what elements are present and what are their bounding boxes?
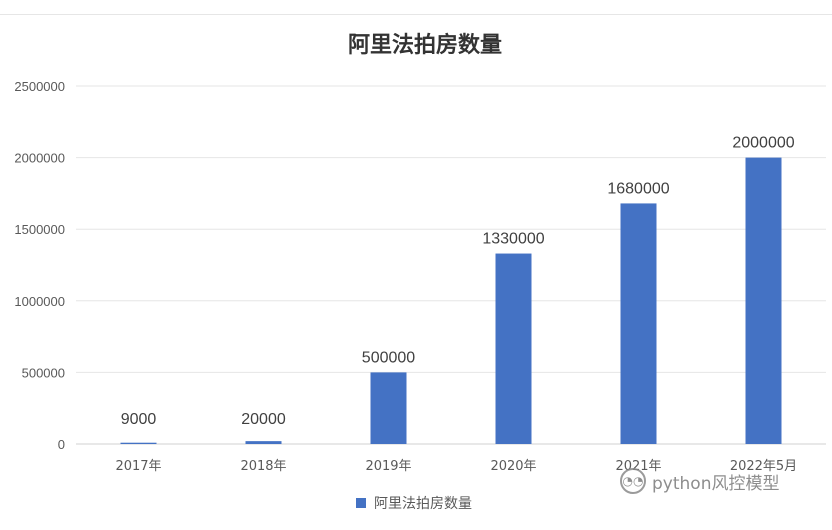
wechat-icon: ◔◔: [620, 468, 646, 494]
data-label: 1330000: [482, 231, 544, 248]
bar: [120, 442, 157, 444]
x-axis: 2017年 2018年 2019年 2020年 2021年 2022年5月: [115, 459, 797, 474]
watermark-text: python风控模型: [652, 473, 780, 494]
data-label: 9000: [121, 411, 157, 428]
y-tick-label: 1000000: [14, 294, 65, 309]
bar: [620, 203, 657, 444]
top-border: [0, 14, 832, 15]
y-tick-label: 1500000: [14, 222, 65, 237]
data-label: 1680000: [607, 180, 669, 197]
data-label: 500000: [362, 349, 415, 366]
x-tick-label: 2020年: [490, 459, 536, 474]
y-tick-label: 2000000: [14, 151, 65, 166]
x-tick-label: 2017年: [115, 459, 161, 474]
data-label: 2000000: [732, 135, 794, 152]
data-labels: 9000 20000 500000 1330000 1680000 2000000: [121, 135, 795, 428]
gridlines: [76, 85, 826, 445]
y-axis: 0 500000 1000000 1500000 2000000 2500000: [14, 79, 65, 452]
bar: [245, 441, 282, 444]
legend-label: 阿里法拍房数量: [374, 496, 472, 512]
x-tick-label: 2018年: [240, 459, 286, 474]
y-tick-label: 500000: [22, 365, 65, 380]
bar: [370, 372, 407, 444]
data-label: 20000: [241, 411, 286, 428]
legend-swatch: [356, 498, 366, 508]
chart-title: 阿里法拍房数量: [348, 32, 502, 58]
bar: [745, 157, 782, 444]
legend: 阿里法拍房数量: [356, 496, 472, 512]
y-tick-label: 0: [58, 437, 65, 452]
bars: [120, 157, 782, 444]
watermark: ◔◔ python风控模型: [620, 468, 779, 494]
x-tick-label: 2022年5月: [730, 459, 797, 474]
x-tick-label: 2019年: [365, 459, 411, 474]
bar: [495, 253, 532, 444]
y-tick-label: 2500000: [14, 79, 65, 94]
